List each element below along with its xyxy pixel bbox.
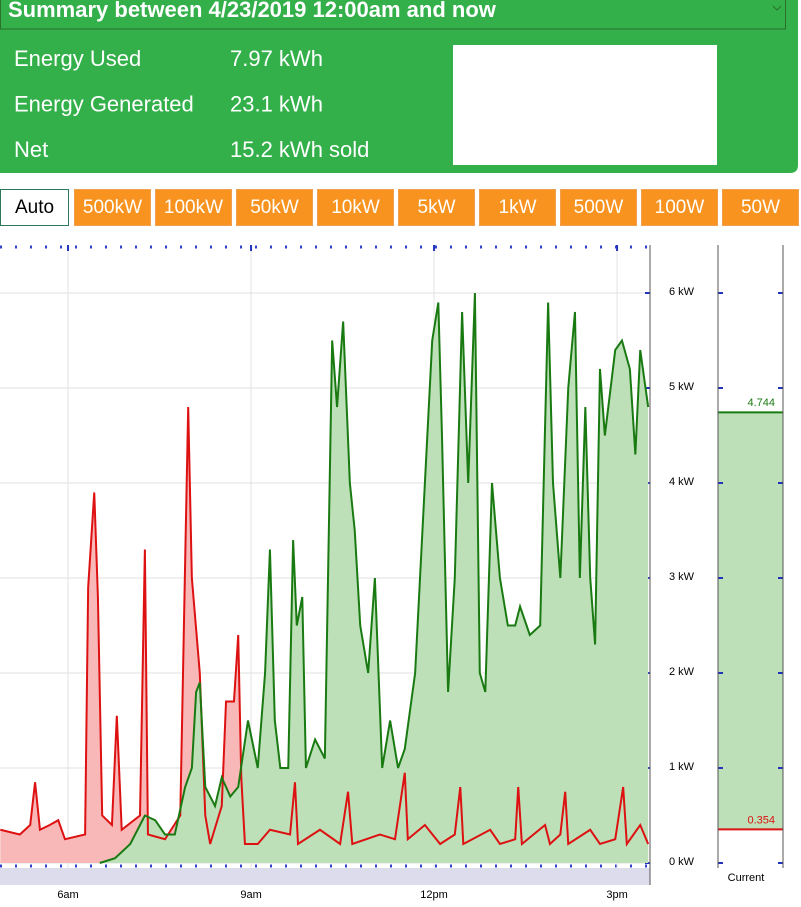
scale-button-label[interactable]: 5kW bbox=[418, 197, 456, 218]
area-fill bbox=[99, 293, 649, 863]
scale-button[interactable] bbox=[641, 189, 718, 226]
scale-button[interactable] bbox=[722, 189, 799, 226]
current-fill bbox=[718, 412, 783, 830]
y-tick-label: 3 kW bbox=[669, 571, 695, 583]
x-tick-label: 9am bbox=[240, 889, 261, 901]
scale-button-label[interactable]: 500W bbox=[574, 197, 624, 218]
time-strip bbox=[0, 868, 650, 885]
scale-button-label[interactable]: 100W bbox=[655, 197, 705, 218]
row-label: Net bbox=[14, 137, 48, 162]
row-value: 23.1 kWh bbox=[230, 91, 323, 116]
series-line bbox=[99, 292, 650, 864]
row-value: 7.97 kWh bbox=[230, 46, 323, 71]
y-tick-label: 0 kW bbox=[669, 856, 695, 868]
scale-button[interactable] bbox=[0, 189, 69, 226]
scale-button[interactable] bbox=[398, 189, 475, 226]
row-value: 15.2 kWh sold bbox=[230, 137, 369, 162]
scale-button-label[interactable]: 500kW bbox=[83, 197, 142, 218]
y-tick-label: 6 kW bbox=[669, 286, 695, 298]
row-label: Energy Generated bbox=[14, 91, 194, 116]
current-value: 4.744 bbox=[747, 397, 775, 409]
x-tick-label: 12pm bbox=[420, 889, 448, 901]
dropdown-arrow[interactable] bbox=[772, 5, 782, 11]
scale-button-label[interactable]: Auto bbox=[15, 197, 54, 218]
current-value: 0.354 bbox=[747, 814, 775, 826]
series-line bbox=[0, 406, 650, 847]
summary-title: Summary between 4/23/2019 12:00am and no… bbox=[8, 0, 497, 22]
blank-box bbox=[453, 45, 717, 165]
scale-button[interactable] bbox=[236, 189, 313, 226]
x-tick-label: 6am bbox=[57, 889, 78, 901]
row-label: Energy Used bbox=[14, 46, 141, 71]
scale-button-label[interactable]: 50kW bbox=[250, 197, 299, 218]
scale-button[interactable] bbox=[479, 189, 556, 226]
x-tick-label: 3pm bbox=[606, 889, 627, 901]
scale-button-label[interactable]: 100kW bbox=[164, 197, 223, 218]
title-select[interactable] bbox=[0, 0, 786, 30]
y-tick-label: 5 kW bbox=[669, 381, 695, 393]
y-tick-label: 4 kW bbox=[669, 476, 695, 488]
scale-button[interactable] bbox=[155, 189, 232, 226]
scale-button[interactable] bbox=[74, 189, 151, 226]
scale-button-label[interactable]: 10kW bbox=[331, 197, 380, 218]
scale-button-label[interactable]: 1kW bbox=[499, 197, 537, 218]
current-label: Current bbox=[728, 872, 765, 884]
y-tick-label: 1 kW bbox=[669, 761, 695, 773]
scale-button[interactable] bbox=[560, 189, 637, 226]
scale-button-label[interactable]: 50W bbox=[741, 197, 780, 218]
y-tick-label: 2 kW bbox=[669, 666, 695, 678]
scale-button[interactable] bbox=[317, 189, 394, 226]
